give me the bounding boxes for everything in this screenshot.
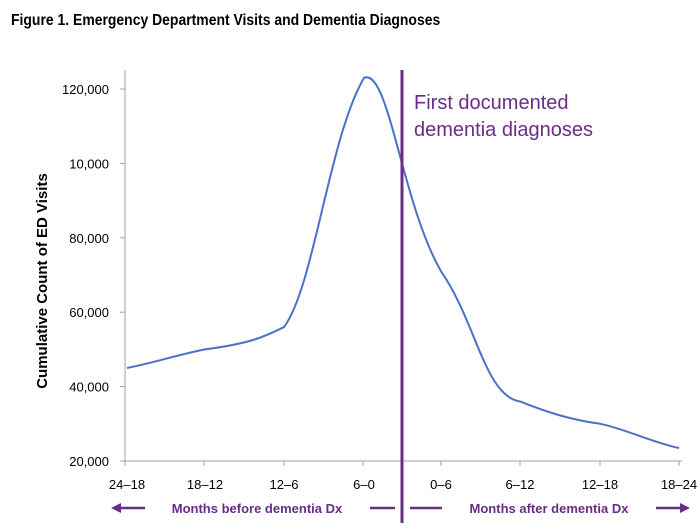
x-tick-label: 24–18 [109, 477, 145, 492]
x-tick-label: 12–18 [582, 477, 618, 492]
y-ticks: 20,000 40,000 60,000 80,000 10,000 120,000 [62, 82, 125, 469]
band-before: Months before dementia Dx [111, 498, 395, 518]
y-tick-label: 80,000 [69, 231, 109, 246]
y-tick-label: 10,000 [69, 156, 109, 171]
annotation-line-1: First documented [414, 92, 569, 114]
x-tick-label: 18–12 [187, 477, 223, 492]
x-tick-label: 0–6 [430, 477, 452, 492]
y-tick-label: 40,000 [69, 380, 109, 395]
period-bands: Months before dementia Dx Months after d… [111, 498, 690, 518]
x-tick-label: 18–24 [661, 477, 697, 492]
page-title: Figure 1. Emergency Department Visits an… [11, 12, 441, 29]
band-after: Months after dementia Dx [410, 498, 690, 518]
band-after-label: Months after dementia Dx [470, 501, 630, 516]
arrow-right-icon [680, 503, 690, 513]
x-tick-label: 12–6 [270, 477, 299, 492]
y-tick-label: 120,000 [62, 82, 109, 97]
band-before-label: Months before dementia Dx [172, 501, 343, 516]
y-tick-label: 60,000 [69, 305, 109, 320]
y-axis-label: Cumulative Count of ED Visits [34, 173, 51, 389]
y-tick-label: 20,000 [69, 454, 109, 469]
arrow-left-icon [111, 503, 121, 513]
x-tick-label: 6–12 [506, 477, 535, 492]
series-line [126, 76, 680, 449]
x-ticks: 24–18 18–12 12–6 6–0 0–6 6–12 12–18 18–24 [109, 461, 697, 492]
annotation-line-2: dementia diagnoses [414, 119, 593, 141]
x-tick-label: 6–0 [353, 477, 375, 492]
